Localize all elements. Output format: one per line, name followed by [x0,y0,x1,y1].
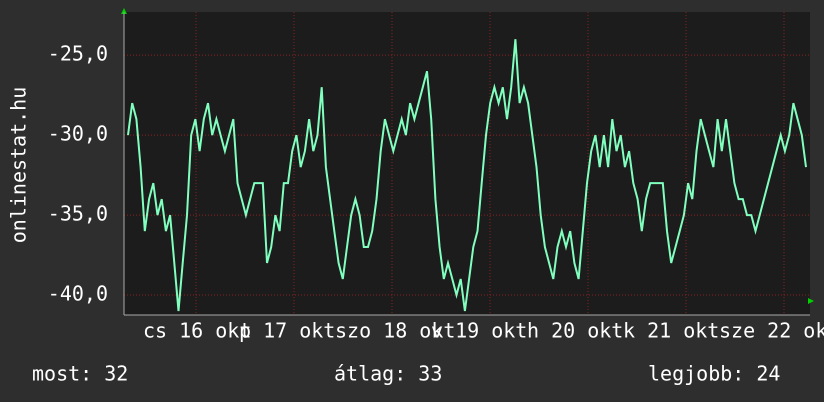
x-tick-label: k 21 okt [623,319,719,343]
line [127,39,807,312]
x-tick-label: sze 22 okt [719,319,824,343]
x-tick-label: h 20 okt [527,319,623,343]
x-tick-label: p 17 okt [239,319,335,343]
y-tick-label: -40,0 [48,282,108,306]
y-tick-label: -30,0 [48,122,108,146]
footer-average: átlag: 33 [334,362,442,386]
footer-current: most: 32 [32,362,128,386]
axis-arrow [121,8,127,14]
x-tick-label: cs 16 okt [143,319,251,343]
x-tick-label: szo 18 okt [335,319,455,343]
plot-area [124,12,810,315]
y-axis-label: onlinestat.hu [7,87,31,244]
x-tick-label: v 19 okt [431,319,527,343]
y-tick-label: -25,0 [48,42,108,66]
axis-arrow [808,298,814,304]
y-tick-label: -35,0 [48,202,108,226]
footer-best: legjobb: 24 [648,362,780,386]
